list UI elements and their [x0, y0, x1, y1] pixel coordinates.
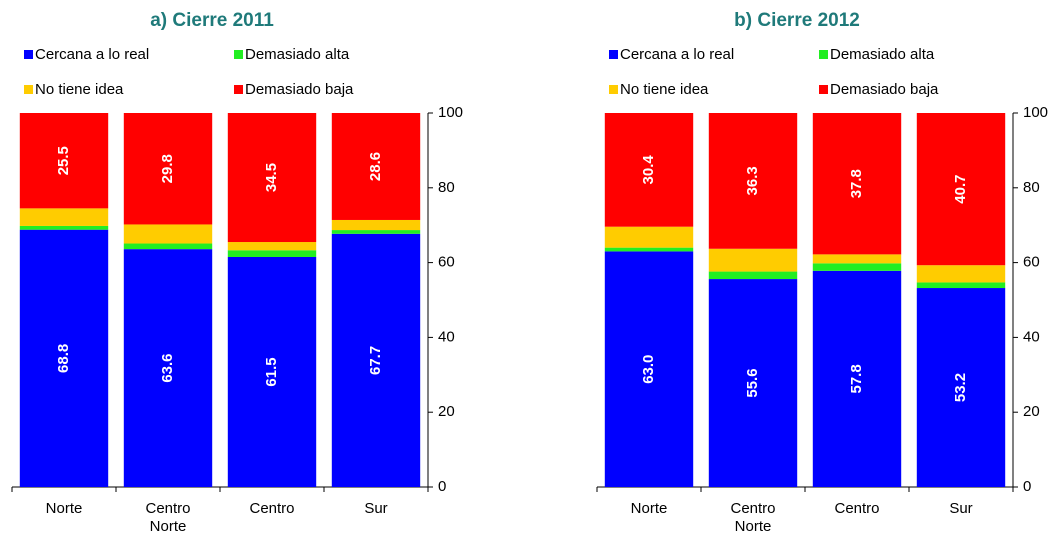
value-label: 30.4 [640, 155, 657, 185]
legend-label: Demasiado baja [830, 81, 939, 98]
legend-label: Cercana a lo real [620, 46, 734, 63]
x-tick-label: Sur [949, 500, 973, 517]
y-tick-label: 100 [438, 104, 463, 121]
bar-segment [123, 224, 213, 244]
x-tick-label: Norte [45, 500, 83, 517]
x-tick-label: Centro Norte [730, 500, 776, 535]
legend-label: Demasiado alta [830, 46, 935, 63]
bar-segment [19, 113, 109, 209]
y-tick-label: 0 [1023, 478, 1031, 495]
bar-segment [227, 256, 317, 487]
y-tick-label: 20 [438, 403, 455, 420]
value-label: 67.7 [367, 346, 384, 375]
y-tick-label: 40 [438, 328, 455, 345]
legend-label: Demasiado baja [245, 81, 354, 98]
value-label: 28.6 [367, 152, 384, 181]
legend-swatch [24, 50, 33, 59]
y-tick-label: 0 [438, 478, 446, 495]
bar-segment [916, 282, 1006, 289]
chart-title: b) Cierre 2012 [734, 10, 860, 31]
bar-segment [604, 113, 694, 227]
value-label: 40.7 [952, 175, 969, 204]
bar-segment [708, 113, 798, 249]
legend-label: No tiene idea [620, 81, 709, 98]
x-tick-label: Centro Norte [145, 500, 191, 535]
bar-segment [123, 243, 213, 250]
legend-swatch [24, 85, 33, 94]
x-tick-label: Sur [364, 500, 388, 517]
bar-segment [812, 254, 902, 264]
bar-segment [227, 250, 317, 257]
y-tick-label: 40 [1023, 328, 1040, 345]
legend-label: Demasiado alta [245, 46, 350, 63]
value-label: 25.5 [55, 146, 72, 175]
legend-swatch [234, 85, 243, 94]
value-label: 61.5 [263, 357, 280, 386]
bar-segment [916, 113, 1006, 266]
bar-segment [916, 265, 1006, 283]
legend-label: Cercana a lo real [35, 46, 149, 63]
y-tick-label: 80 [438, 179, 455, 196]
bar-segment [604, 226, 694, 248]
y-tick-label: 80 [1023, 179, 1040, 196]
value-label: 55.6 [744, 368, 761, 397]
legend-swatch [609, 50, 618, 59]
legend-swatch [819, 50, 828, 59]
legend-swatch [609, 85, 618, 94]
bar-segment [331, 113, 421, 220]
bar-segment [708, 271, 798, 280]
bar-segment [916, 288, 1006, 487]
y-tick-label: 60 [438, 254, 455, 271]
x-tick-label: Centro [834, 500, 880, 517]
bar-segment [331, 233, 421, 487]
legend-label: No tiene idea [35, 81, 124, 98]
value-label: 63.6 [159, 353, 176, 382]
bar-segment [227, 242, 317, 251]
bar-segment [708, 279, 798, 487]
value-label: 34.5 [263, 163, 280, 192]
legend-swatch [819, 85, 828, 94]
y-tick-label: 60 [1023, 254, 1040, 271]
bar-segment [331, 230, 421, 234]
bar-segment [227, 113, 317, 243]
bar-segment [812, 263, 902, 271]
bar-segment [19, 229, 109, 488]
bar-segment [19, 225, 109, 230]
y-tick-label: 100 [1023, 104, 1048, 121]
bar-segment [604, 251, 694, 487]
bar-segment [123, 113, 213, 225]
chart-title: a) Cierre 2011 [150, 10, 274, 31]
bar-segment [604, 247, 694, 252]
value-label: 68.8 [55, 344, 72, 373]
value-label: 29.8 [159, 154, 176, 183]
bar-segment [812, 113, 902, 255]
value-label: 36.3 [744, 166, 761, 195]
value-label: 57.8 [848, 364, 865, 393]
bar-segment [123, 249, 213, 487]
value-label: 37.8 [848, 169, 865, 198]
x-tick-label: Norte [630, 500, 668, 517]
bar-segment [19, 208, 109, 226]
bar-segment [812, 270, 902, 487]
bar-segment [708, 248, 798, 272]
value-label: 53.2 [952, 373, 969, 402]
y-tick-label: 20 [1023, 403, 1040, 420]
bar-segment [331, 219, 421, 231]
x-tick-label: Centro [249, 500, 295, 517]
legend-swatch [234, 50, 243, 59]
value-label: 63.0 [640, 355, 657, 384]
